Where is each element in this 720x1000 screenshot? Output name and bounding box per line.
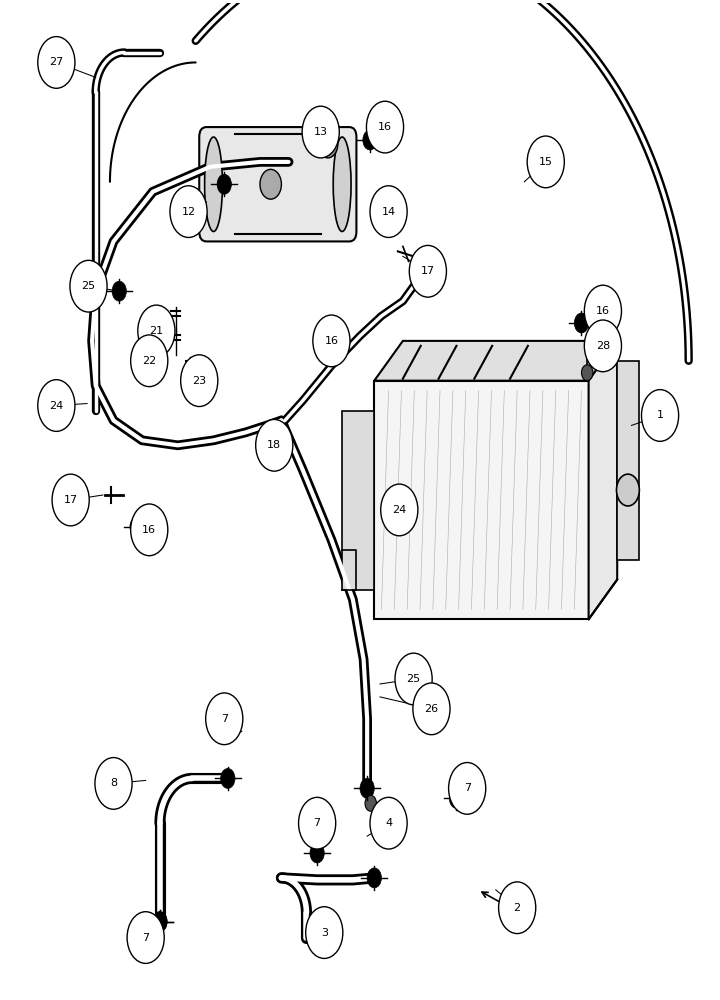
Circle shape xyxy=(181,355,218,407)
Circle shape xyxy=(360,778,374,798)
Text: 15: 15 xyxy=(539,157,553,167)
Circle shape xyxy=(138,305,175,357)
Circle shape xyxy=(256,419,293,471)
Circle shape xyxy=(221,768,235,788)
Circle shape xyxy=(306,907,343,958)
Text: 27: 27 xyxy=(49,57,63,67)
Text: 16: 16 xyxy=(596,306,610,316)
Circle shape xyxy=(409,245,446,297)
Text: 16: 16 xyxy=(378,122,392,132)
Circle shape xyxy=(260,169,282,199)
Circle shape xyxy=(130,335,168,387)
Text: 25: 25 xyxy=(407,674,420,684)
FancyBboxPatch shape xyxy=(199,127,356,241)
Text: 7: 7 xyxy=(314,818,320,828)
Text: 16: 16 xyxy=(143,525,156,535)
Circle shape xyxy=(395,653,432,705)
Circle shape xyxy=(320,341,335,361)
Circle shape xyxy=(381,484,418,536)
Circle shape xyxy=(217,174,231,194)
Circle shape xyxy=(153,912,167,932)
Text: 17: 17 xyxy=(420,266,435,276)
Text: 24: 24 xyxy=(392,505,406,515)
Circle shape xyxy=(367,868,382,888)
Circle shape xyxy=(302,106,339,158)
Text: 24: 24 xyxy=(49,401,63,411)
Circle shape xyxy=(585,285,621,337)
Ellipse shape xyxy=(333,137,351,231)
Circle shape xyxy=(130,504,168,556)
Circle shape xyxy=(365,795,377,811)
Text: 14: 14 xyxy=(382,207,396,217)
Text: 2: 2 xyxy=(513,903,521,913)
Circle shape xyxy=(363,130,377,150)
Circle shape xyxy=(299,797,336,849)
Circle shape xyxy=(366,101,404,153)
Polygon shape xyxy=(617,361,639,560)
Circle shape xyxy=(318,130,338,158)
Text: 1: 1 xyxy=(657,410,664,420)
Text: 7: 7 xyxy=(221,714,228,724)
Circle shape xyxy=(206,693,243,745)
Text: 28: 28 xyxy=(595,341,610,351)
Text: 21: 21 xyxy=(149,326,163,336)
Circle shape xyxy=(499,882,536,934)
Circle shape xyxy=(585,320,621,372)
Text: 22: 22 xyxy=(142,356,156,366)
Circle shape xyxy=(582,365,593,381)
Circle shape xyxy=(616,474,639,506)
Text: 13: 13 xyxy=(314,127,328,137)
Text: 26: 26 xyxy=(424,704,438,714)
Circle shape xyxy=(127,912,164,963)
Circle shape xyxy=(413,683,450,735)
Text: 12: 12 xyxy=(181,207,196,217)
Circle shape xyxy=(527,136,564,188)
Circle shape xyxy=(310,843,324,863)
Circle shape xyxy=(95,758,132,809)
Text: 16: 16 xyxy=(325,336,338,346)
Text: 3: 3 xyxy=(321,928,328,938)
Polygon shape xyxy=(342,410,374,589)
Text: 23: 23 xyxy=(192,376,207,386)
Circle shape xyxy=(313,315,350,367)
Circle shape xyxy=(112,281,127,301)
Circle shape xyxy=(37,37,75,88)
Polygon shape xyxy=(374,381,589,619)
Text: 4: 4 xyxy=(385,818,392,828)
Text: 7: 7 xyxy=(142,933,149,943)
Circle shape xyxy=(449,763,486,814)
Polygon shape xyxy=(589,341,617,619)
Circle shape xyxy=(170,186,207,237)
Circle shape xyxy=(52,474,89,526)
Text: 25: 25 xyxy=(81,281,96,291)
Circle shape xyxy=(130,517,144,537)
Circle shape xyxy=(370,797,407,849)
Text: 18: 18 xyxy=(267,440,282,450)
Circle shape xyxy=(70,260,107,312)
Text: 7: 7 xyxy=(464,783,471,793)
Circle shape xyxy=(575,313,589,333)
Circle shape xyxy=(642,390,679,441)
Circle shape xyxy=(449,788,464,808)
Polygon shape xyxy=(374,341,617,381)
Circle shape xyxy=(37,380,75,431)
Ellipse shape xyxy=(204,137,222,231)
Circle shape xyxy=(221,721,235,741)
Text: 8: 8 xyxy=(110,778,117,788)
Circle shape xyxy=(153,912,167,932)
Text: 17: 17 xyxy=(63,495,78,505)
Circle shape xyxy=(370,186,407,237)
